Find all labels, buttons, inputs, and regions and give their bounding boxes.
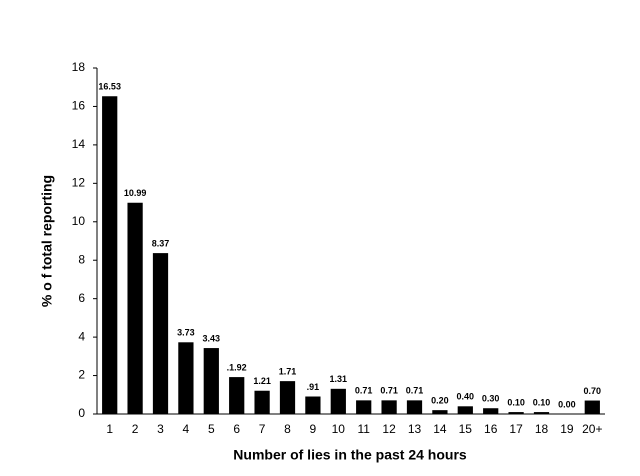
bar xyxy=(305,396,321,414)
bar xyxy=(152,253,169,414)
value-label: 8.37 xyxy=(152,238,170,248)
x-tick-label: 2 xyxy=(132,422,139,436)
x-tick-label: 14 xyxy=(433,422,447,436)
y-tick-label: 0 xyxy=(78,406,85,420)
x-axis-title: Number of lies in the past 24 hours xyxy=(233,447,467,463)
value-label: 3.43 xyxy=(203,333,221,343)
x-tick-label: 8 xyxy=(284,422,291,436)
bar xyxy=(432,410,448,414)
x-tick-label: 5 xyxy=(208,422,215,436)
x-tick-label: 1 xyxy=(106,422,113,436)
y-tick-label: 14 xyxy=(72,137,86,151)
value-label: 3.73 xyxy=(177,328,195,338)
value-label: 1.21 xyxy=(253,376,271,386)
bar xyxy=(102,96,118,415)
bar xyxy=(254,390,270,414)
y-tick-label: 18 xyxy=(72,60,86,74)
value-label: 0.70 xyxy=(584,386,602,396)
y-tick-label: 8 xyxy=(78,252,85,266)
x-tick-label: 11 xyxy=(357,422,370,436)
y-tick-label: 2 xyxy=(78,368,85,382)
value-label: 0.40 xyxy=(457,392,475,402)
value-label: 0.20 xyxy=(431,396,449,406)
value-label: .91 xyxy=(307,382,320,392)
x-tick-label: 18 xyxy=(535,422,549,436)
x-tick-label: 4 xyxy=(183,422,190,436)
value-label: 0.71 xyxy=(406,386,424,396)
bar xyxy=(127,202,143,414)
y-tick-label: 10 xyxy=(72,214,86,228)
x-tick-label: 15 xyxy=(459,422,473,436)
value-label: 1.31 xyxy=(330,374,348,384)
bar xyxy=(457,406,473,414)
value-label: 0.10 xyxy=(507,397,525,407)
y-tick-label: 12 xyxy=(72,176,86,190)
value-label: 0.30 xyxy=(482,394,500,404)
y-tick-label: 6 xyxy=(78,291,85,305)
value-label: 16.53 xyxy=(98,82,121,92)
bar xyxy=(330,388,346,414)
bar xyxy=(229,377,245,414)
x-tick-label: 9 xyxy=(310,422,317,436)
x-tick-label: 3 xyxy=(157,422,164,436)
x-tick-label: 16 xyxy=(484,422,498,436)
value-label: .1.92 xyxy=(227,362,247,372)
value-label: 0.00 xyxy=(558,399,576,409)
x-tick-label: 7 xyxy=(259,422,266,436)
bar xyxy=(584,400,600,414)
bar xyxy=(508,412,524,414)
x-tick-label: 6 xyxy=(233,422,240,436)
y-tick-label: 4 xyxy=(78,329,85,343)
x-tick-label: 20+ xyxy=(582,422,602,436)
bar xyxy=(279,381,296,414)
y-axis-title: % o f total reporting xyxy=(39,175,55,307)
bar xyxy=(381,400,397,414)
x-tick-label: 10 xyxy=(332,422,346,436)
value-label: 10.99 xyxy=(124,188,147,198)
x-tick-label: 13 xyxy=(408,422,422,436)
x-tick-label: 17 xyxy=(509,422,523,436)
bar xyxy=(356,400,372,414)
bar xyxy=(406,400,423,414)
bar xyxy=(178,342,194,414)
bar xyxy=(533,412,550,414)
value-label: 0.71 xyxy=(355,386,373,396)
value-label: 0.10 xyxy=(533,397,551,407)
x-tick-label: 19 xyxy=(560,422,574,436)
value-label: 0.71 xyxy=(380,386,398,396)
y-tick-label: 16 xyxy=(72,99,86,113)
bar xyxy=(483,408,499,414)
value-label: 1.71 xyxy=(279,367,297,377)
x-tick-label: 12 xyxy=(382,422,396,436)
bar xyxy=(203,348,219,414)
